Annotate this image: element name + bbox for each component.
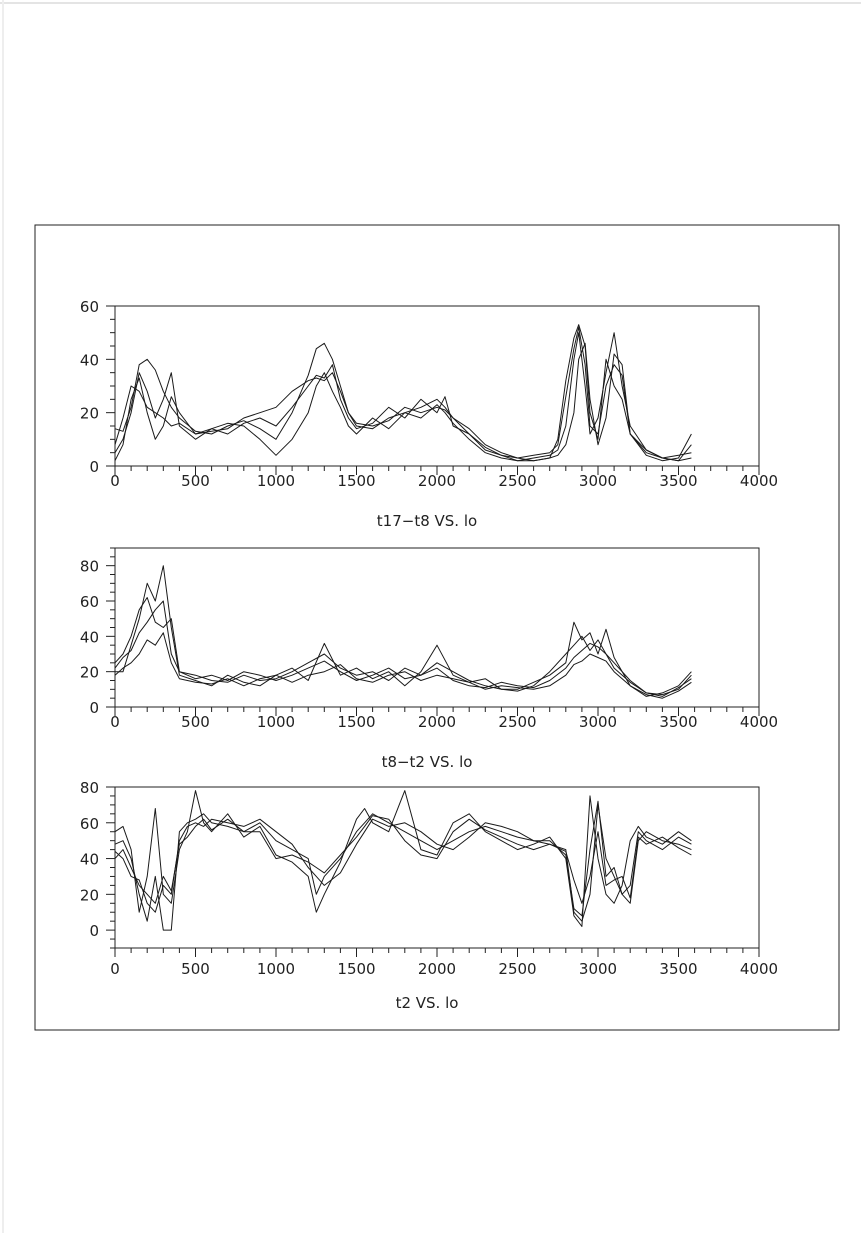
x-tick-label: 500: [181, 713, 210, 731]
chart-title: t2 VS. lo: [396, 994, 459, 1012]
y-tick-label: 80: [80, 558, 99, 576]
x-tick-label: 2000: [418, 472, 456, 490]
y-tick-label: 60: [80, 815, 99, 833]
x-tick-label: 1500: [337, 472, 375, 490]
series-line-4: [114, 815, 692, 904]
series-line-2: [115, 565, 692, 697]
x-tick-label: 1000: [257, 472, 295, 490]
x-tick-label: 3000: [579, 472, 617, 490]
x-tick-label: 0: [110, 472, 120, 490]
x-tick-label: 1500: [337, 960, 375, 978]
x-tick-label: 500: [181, 472, 210, 490]
chart-panel-t17-t8: 0 500 1000 1500 2000 2500 3000 3500 4000 0 20 40 60 t…: [80, 298, 778, 530]
x-tick-label: 2500: [498, 713, 536, 731]
y-tick-label: 20: [80, 405, 99, 423]
chart-title: t17−t8 VS. lo: [377, 512, 477, 530]
x-tick-label: 2500: [498, 472, 536, 490]
x-tick-label: 2000: [418, 713, 456, 731]
y-tick-label: 0: [89, 458, 99, 476]
y-tick-label: 40: [80, 351, 99, 369]
y-tick-label: 40: [80, 851, 99, 869]
plot-area: [114, 305, 760, 467]
x-tick-label: 1000: [257, 713, 295, 731]
series-line-3: [114, 342, 692, 462]
chart-panel-t2: 0 500 1000 1500 2000 2500 3000 3500 4000 0 20 40 60 8…: [80, 779, 778, 1012]
chart-title: t8−t2 VS. lo: [382, 753, 473, 771]
series-line-1: [114, 597, 692, 696]
series-line-2: [114, 790, 692, 927]
y-tick-label: 20: [80, 664, 99, 682]
y-tick-label: 20: [80, 886, 99, 904]
y-tick-label: 60: [80, 298, 99, 316]
chart-panel-t8-t2: 0 500 1000 1500 2000 2500 3000 3500 4000 0 20 40 60 8…: [80, 547, 778, 771]
x-tick-label: 500: [181, 960, 210, 978]
x-tick-label: 1000: [257, 960, 295, 978]
series-line-2: [114, 332, 692, 462]
plot-area: [114, 547, 760, 708]
x-tick-label: 1500: [337, 713, 375, 731]
x-tick-label: 2500: [498, 960, 536, 978]
x-tick-label: 3500: [659, 960, 697, 978]
series-line-3: [114, 800, 692, 917]
x-tick-label: 4000: [740, 472, 778, 490]
y-tick-label: 0: [89, 699, 99, 717]
x-tick-label: 2000: [418, 960, 456, 978]
x-tick-label: 0: [110, 960, 120, 978]
x-tick-label: 4000: [740, 960, 778, 978]
y-tick-label: 80: [80, 779, 99, 797]
series-line-4: [114, 632, 692, 699]
y-tick-label: 60: [80, 593, 99, 611]
x-tick-label: 4000: [740, 713, 778, 731]
x-tick-label: 3500: [659, 472, 697, 490]
x-tick-label: 3000: [579, 713, 617, 731]
y-tick-label: 0: [89, 922, 99, 940]
figure-frame: [34, 224, 840, 1031]
x-tick-label: 3500: [659, 713, 697, 731]
y-tick-label: 40: [80, 628, 99, 646]
series-line-1: [114, 804, 692, 931]
series-line-4: [114, 326, 692, 459]
x-tick-label: 0: [110, 713, 120, 731]
x-tick-label: 3000: [579, 960, 617, 978]
plot-area: [114, 786, 760, 949]
